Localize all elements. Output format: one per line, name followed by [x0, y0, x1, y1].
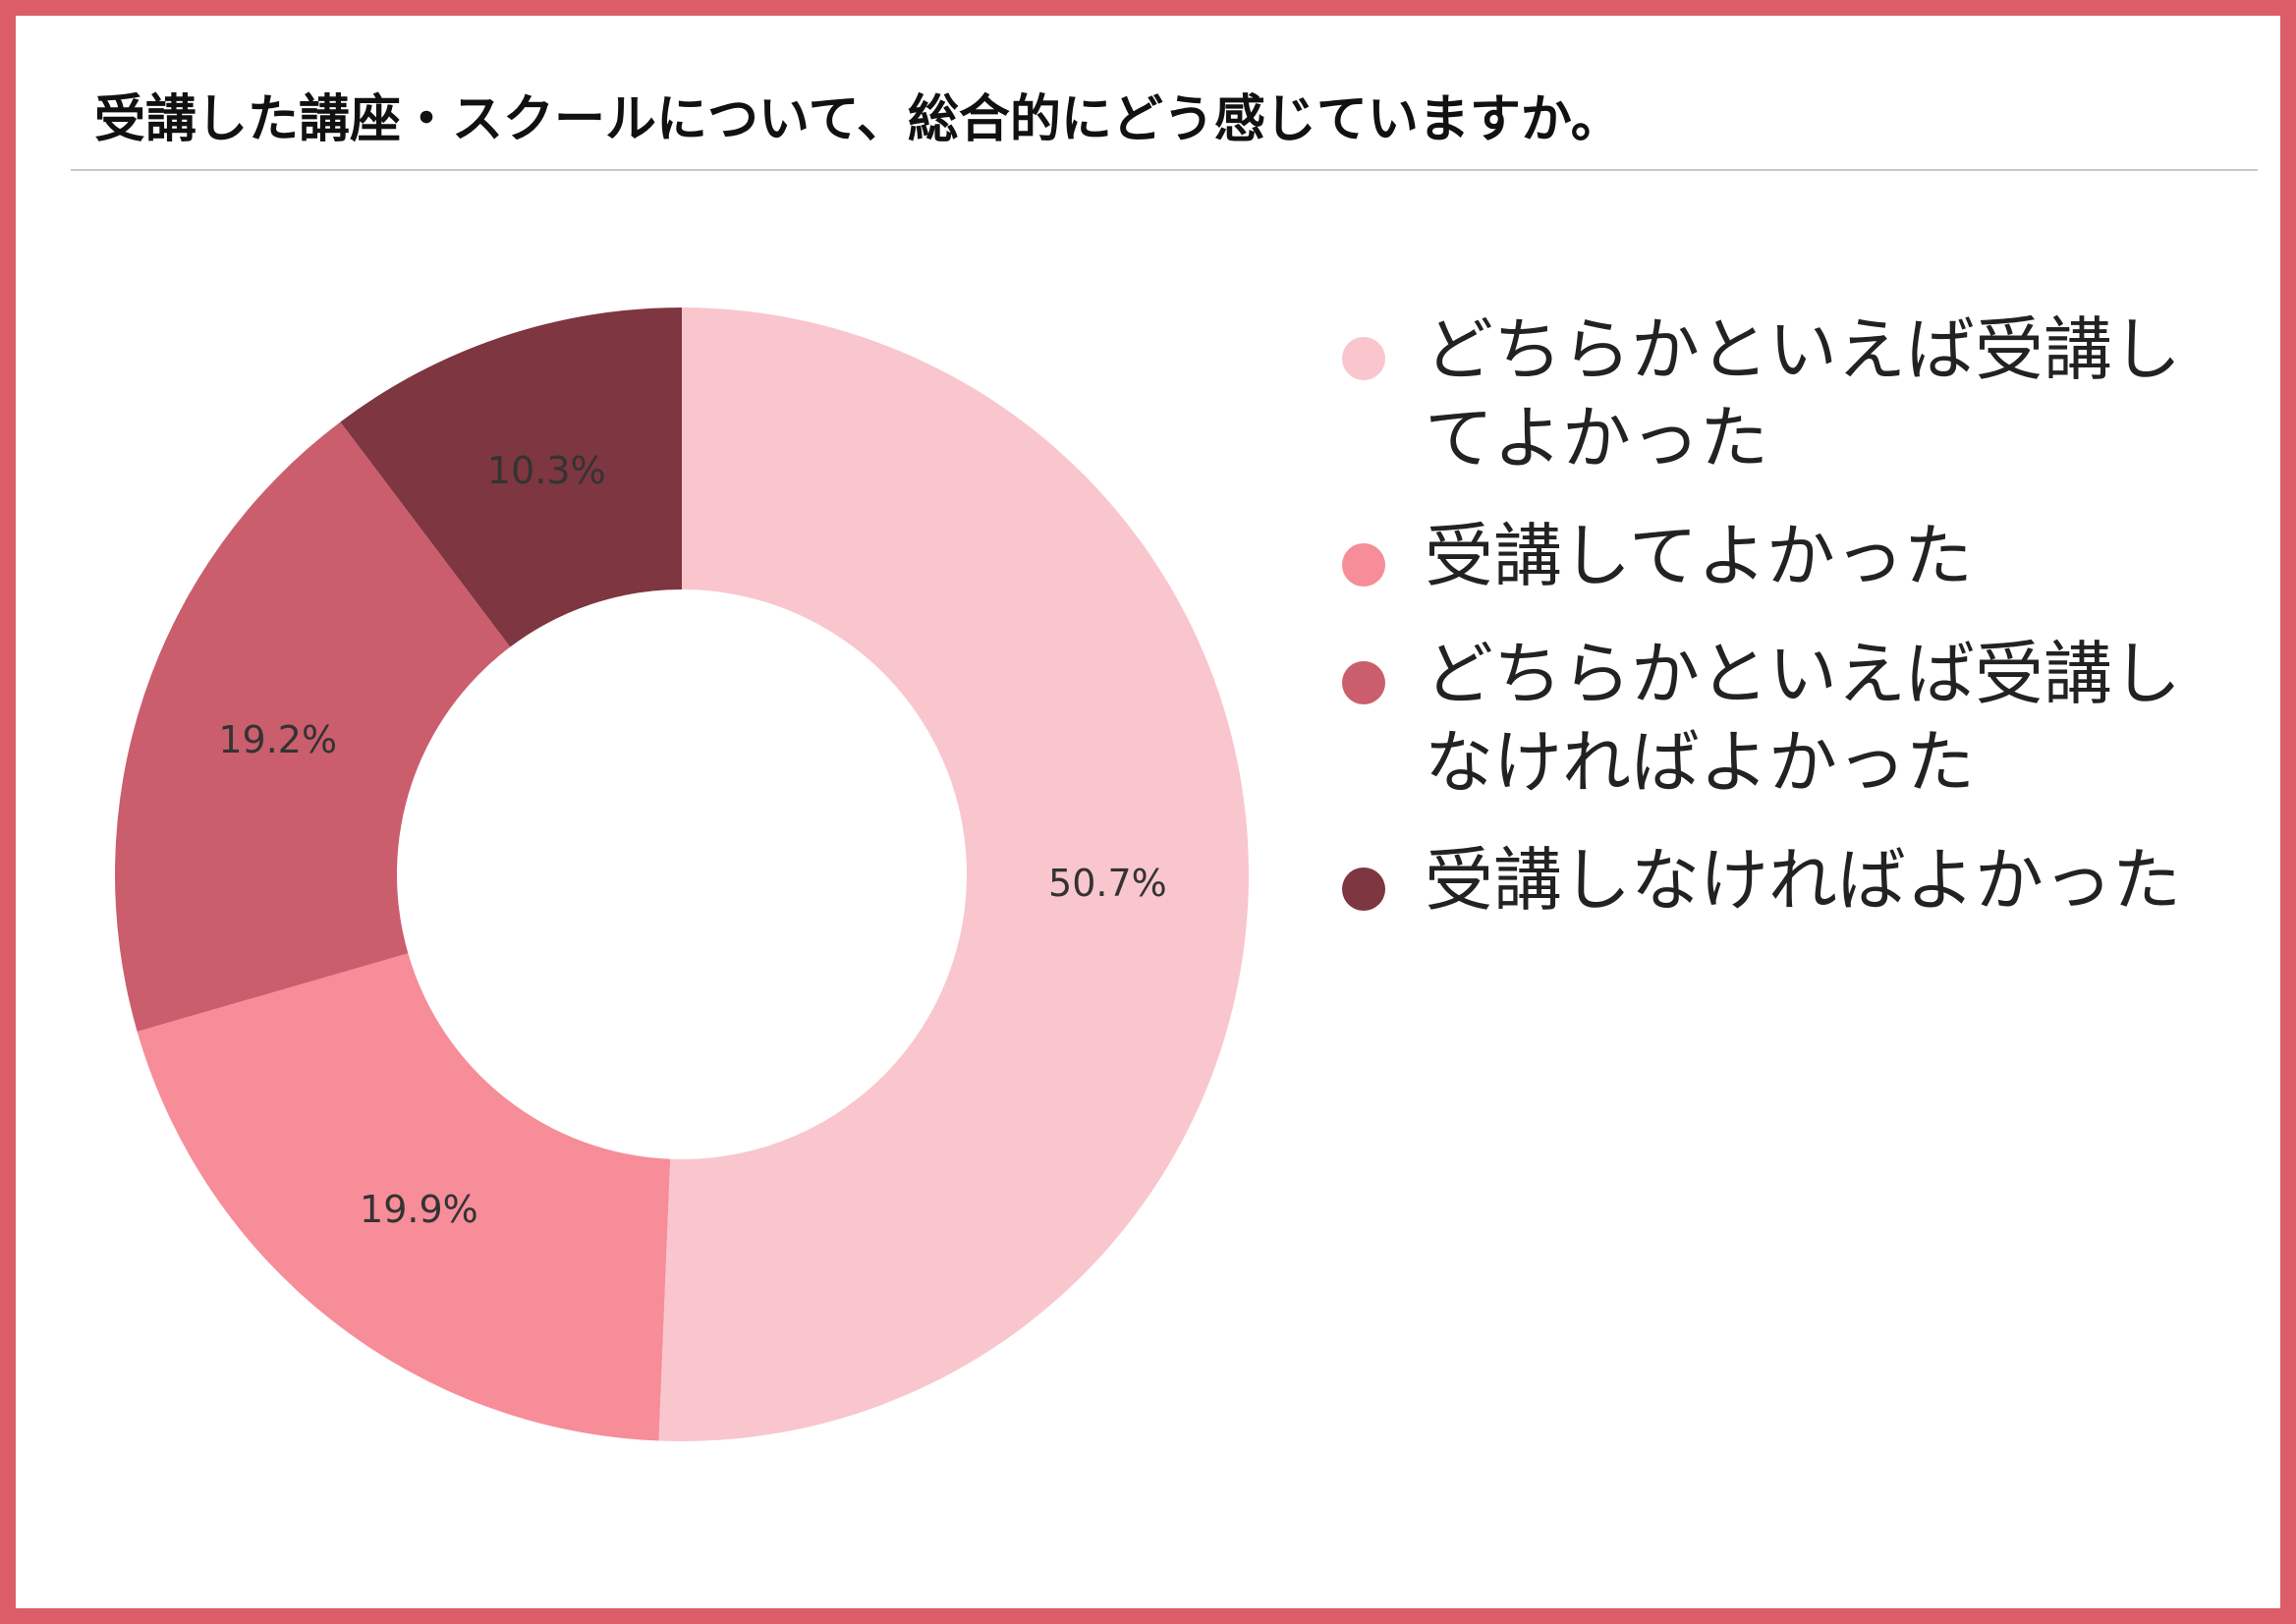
legend-label-2: 受講してよかった: [1425, 516, 1973, 596]
chart-title: 受講した講座・スクールについて、総合的にどう感じていますか。: [94, 90, 1622, 149]
title-divider: [71, 169, 2258, 171]
slice-label-4: 10.3%: [487, 449, 606, 492]
legend-label-1: どちらかといえば受講してよかった: [1425, 309, 2181, 478]
slice-label-1: 50.7%: [1048, 862, 1167, 905]
slice-label-2: 19.9%: [360, 1188, 478, 1231]
legend-swatch-1: [1342, 337, 1385, 380]
donut-slice-2: [137, 953, 671, 1441]
legend-item-2: 受講してよかった: [1342, 512, 2226, 600]
legend-swatch-2: [1342, 543, 1385, 587]
legend-label-3: どちらかといえば受講しなければよかった: [1425, 634, 2181, 803]
slice-label-3: 19.2%: [218, 718, 337, 761]
donut-slice-1: [658, 308, 1250, 1441]
legend-item-1: どちらかといえば受講してよかった: [1342, 306, 2226, 482]
legend-swatch-3: [1342, 661, 1385, 704]
legend-item-4: 受講しなければよかった: [1342, 836, 2226, 924]
legend-swatch-4: [1342, 868, 1385, 911]
donut-slice-3: [115, 421, 511, 1032]
legend-item-3: どちらかといえば受講しなければよかった: [1342, 630, 2226, 807]
chart-legend: どちらかといえば受講してよかった受講してよかったどちらかといえば受講しなければよ…: [1342, 306, 2226, 954]
donut-slice-4: [340, 308, 682, 647]
donut-chart: 50.7% 19.9% 19.2% 10.3%: [115, 308, 1250, 1441]
legend-label-4: 受講しなければよかった: [1425, 840, 2181, 921]
